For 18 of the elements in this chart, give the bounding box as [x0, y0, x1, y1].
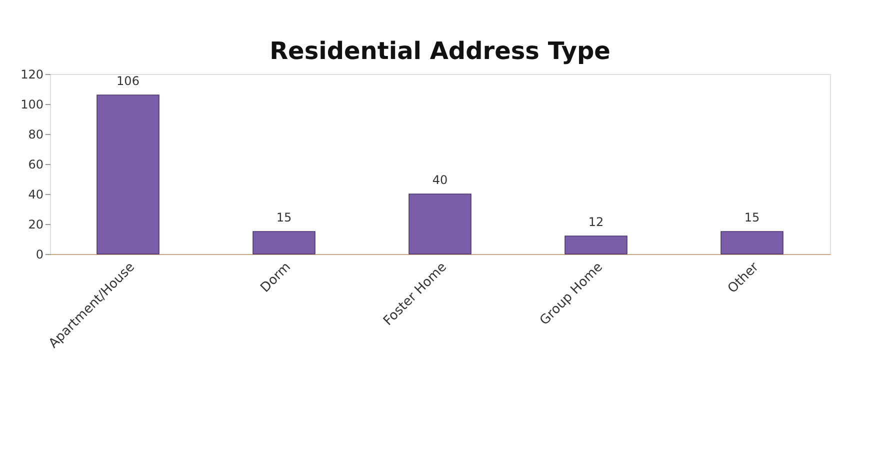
y-tick-label: 60: [28, 158, 44, 172]
data-label: 15: [276, 210, 292, 224]
y-tick-label: 120: [20, 68, 44, 82]
bar: [252, 231, 316, 254]
y-tick-label: 20: [28, 218, 44, 232]
data-label: 15: [744, 210, 760, 224]
data-label: 106: [116, 74, 140, 88]
y-tick-label: 40: [28, 188, 44, 202]
bar: [720, 231, 784, 254]
y-tick-label: 100: [20, 98, 44, 112]
bar: [564, 236, 628, 254]
bar: [408, 194, 472, 254]
data-label: 12: [588, 215, 604, 229]
y-tick-label: 0: [36, 248, 44, 262]
data-label: 40: [432, 173, 448, 187]
bar: [96, 94, 160, 254]
y-tick-label: 80: [28, 128, 44, 142]
chart-title: Residential Address Type: [270, 37, 610, 65]
